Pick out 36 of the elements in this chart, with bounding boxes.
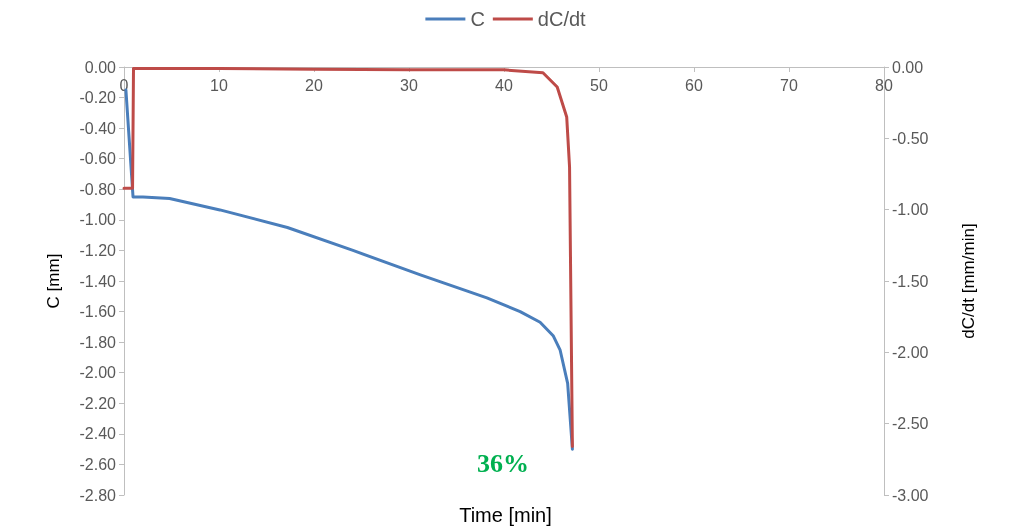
x-axis-title: Time [min] (459, 504, 552, 526)
x-tick-label: 10 (210, 76, 228, 94)
y-tick-label: -2.60 (79, 455, 117, 473)
y-tick-label: -0.80 (79, 180, 117, 198)
y-tick-label: -2.80 (79, 486, 117, 504)
y-tick-label: -1.00 (79, 211, 117, 229)
y-tick-label: -1.60 (79, 303, 117, 321)
x-tick-label: 60 (685, 76, 703, 94)
x-tick-label: 80 (875, 76, 893, 94)
y-tick-label: -1.20 (79, 241, 117, 259)
annotation: 36% (477, 448, 529, 478)
y2-tick-label: -1.50 (892, 272, 929, 290)
x-tick-label: 20 (305, 76, 323, 94)
y-tick-label: 0.00 (84, 58, 117, 76)
y-tick-label: -2.20 (79, 394, 117, 412)
y2-axis-title: dC/dt [mm/min] (959, 223, 978, 339)
x-tick-label: 30 (400, 76, 418, 94)
y-tick-label: -2.00 (79, 364, 117, 382)
y2-tick-label: -3.00 (892, 486, 929, 504)
y2-tick-label: -2.00 (892, 343, 929, 361)
x-tick-label: 50 (590, 76, 608, 94)
y-tick-label: -0.20 (79, 89, 117, 107)
y2-tick-label: -1.00 (892, 201, 929, 219)
legend-label: dC/dt (537, 8, 587, 30)
y2-tick-label: -0.50 (892, 129, 929, 147)
y-axis-title: C [mm] (44, 253, 63, 309)
legend-label: C (470, 8, 485, 30)
y-tick-label: -0.40 (79, 119, 117, 137)
x-tick-label: 70 (780, 76, 798, 94)
y-tick-label: -2.40 (79, 425, 117, 443)
x-tick-label: 40 (495, 76, 513, 94)
y-tick-label: -1.80 (79, 333, 117, 351)
y2-tick-label: 0.00 (892, 58, 924, 76)
y-tick-label: -1.40 (79, 272, 117, 290)
y2-tick-label: -2.50 (892, 415, 929, 433)
y-tick-label: -0.60 (79, 150, 117, 168)
